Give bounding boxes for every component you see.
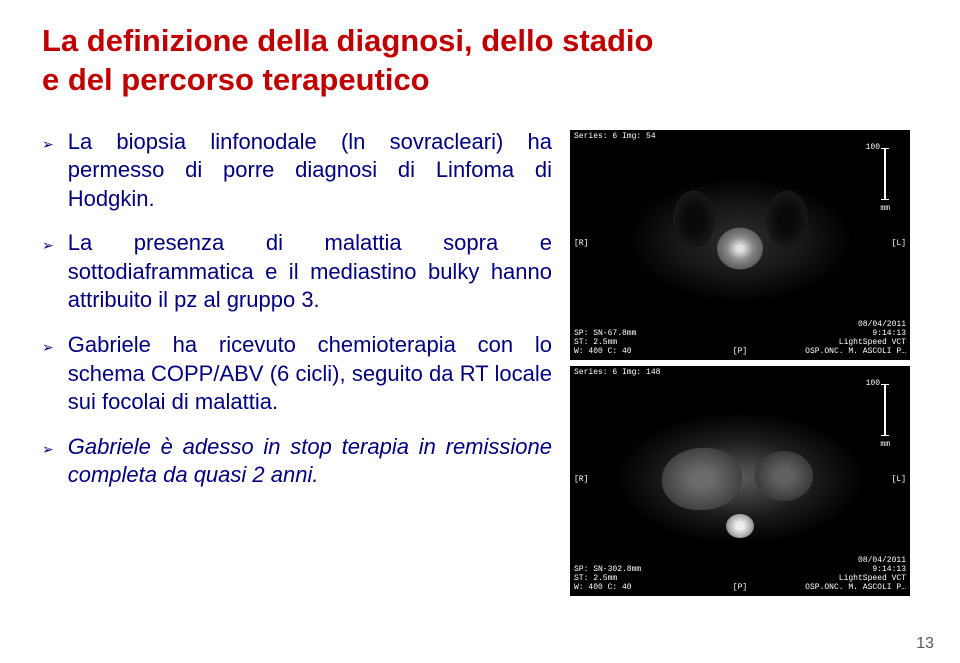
scan-date: 08/04/2011 bbox=[858, 320, 906, 329]
scan-device: LightSpeed VCT bbox=[839, 338, 906, 347]
bullet-item: ➢ La biopsia linfonodale (ln sovracleari… bbox=[42, 128, 552, 214]
scan-st: ST: 2.5mm bbox=[574, 574, 617, 583]
bullet-text: La presenza di malattia sopra e sottodia… bbox=[68, 229, 552, 315]
bullet-list: ➢ La biopsia linfonodale (ln sovracleari… bbox=[42, 128, 552, 644]
bullet-text: Gabriele ha ricevuto chemioterapia con l… bbox=[68, 331, 552, 417]
mediastinum-shape bbox=[717, 227, 763, 269]
scan-marker-p: [P] bbox=[733, 348, 747, 357]
scan-time: 9:14:13 bbox=[872, 329, 906, 338]
scan-ruler-unit: mm bbox=[880, 440, 890, 449]
title-block: La definizione della diagnosi, dello sta… bbox=[42, 22, 930, 100]
spleen-shape bbox=[755, 451, 813, 501]
lung-right-shape bbox=[766, 190, 808, 248]
scan-ruler bbox=[884, 384, 886, 436]
scan-time: 9:14:13 bbox=[872, 565, 906, 574]
chevron-right-icon: ➢ bbox=[42, 441, 54, 458]
scan-info-left: SP: SN-67.8mm ST: 2.5mm W: 400 C: 40 bbox=[574, 330, 636, 356]
ct-scan-thorax: Series: 6 Img: 54 100 mm [R] [L] [P] SP:… bbox=[570, 130, 910, 360]
scan-ruler-unit: mm bbox=[880, 204, 890, 213]
spine-shape bbox=[726, 514, 754, 538]
ct-scan-abdomen: Series: 6 Img: 148 100 mm [R] [L] [P] SP… bbox=[570, 366, 910, 596]
scan-info-left: SP: SN-302.8mm ST: 2.5mm W: 400 C: 40 bbox=[574, 566, 641, 592]
scan-marker-l: [L] bbox=[892, 476, 906, 485]
scan-info-right: 08/04/2011 9:14:13 LightSpeed VCT OSP.ON… bbox=[805, 557, 906, 592]
image-column: Series: 6 Img: 54 100 mm [R] [L] [P] SP:… bbox=[570, 128, 930, 644]
scan-ruler-value: 100 bbox=[866, 379, 880, 388]
bullet-item: ➢ Gabriele è adesso in stop terapia in r… bbox=[42, 433, 552, 490]
chevron-right-icon: ➢ bbox=[42, 237, 54, 254]
scan-wc: W: 400 C: 40 bbox=[574, 347, 632, 356]
bullet-text: Gabriele è adesso in stop terapia in rem… bbox=[68, 433, 552, 490]
scan-ruler bbox=[884, 148, 886, 200]
title-line-1: La definizione della diagnosi, dello sta… bbox=[42, 22, 930, 61]
scan-series-label: Series: 6 Img: 54 bbox=[574, 133, 656, 142]
bullet-text: La biopsia linfonodale (ln sovracleari) … bbox=[68, 128, 552, 214]
scan-date: 08/04/2011 bbox=[858, 556, 906, 565]
scan-body-shape bbox=[615, 162, 865, 317]
scan-ruler-value: 100 bbox=[866, 143, 880, 152]
scan-sp: SP: SN-67.8mm bbox=[574, 329, 636, 338]
scan-info-right: 08/04/2011 9:14:13 LightSpeed VCT OSP.ON… bbox=[805, 321, 906, 356]
scan-device: LightSpeed VCT bbox=[839, 574, 906, 583]
scan-body-shape bbox=[610, 406, 870, 556]
scan-site: OSP.ONC. M. ASCOLI P… bbox=[805, 583, 906, 592]
lung-left-shape bbox=[673, 190, 715, 248]
scan-site: OSP.ONC. M. ASCOLI P… bbox=[805, 347, 906, 356]
scan-series-label: Series: 6 Img: 148 bbox=[574, 369, 660, 378]
scan-marker-r: [R] bbox=[574, 476, 588, 485]
content-row: ➢ La biopsia linfonodale (ln sovracleari… bbox=[42, 128, 930, 644]
bullet-item: ➢ Gabriele ha ricevuto chemioterapia con… bbox=[42, 331, 552, 417]
scan-wc: W: 400 C: 40 bbox=[574, 583, 632, 592]
scan-sp: SP: SN-302.8mm bbox=[574, 565, 641, 574]
scan-marker-p: [P] bbox=[733, 584, 747, 593]
chevron-right-icon: ➢ bbox=[42, 136, 54, 153]
slide-container: La definizione della diagnosi, dello sta… bbox=[0, 0, 960, 663]
scan-marker-l: [L] bbox=[892, 240, 906, 249]
scan-marker-r: [R] bbox=[574, 240, 588, 249]
liver-shape bbox=[662, 448, 742, 510]
bullet-item: ➢ La presenza di malattia sopra e sottod… bbox=[42, 229, 552, 315]
chevron-right-icon: ➢ bbox=[42, 339, 54, 356]
scan-st: ST: 2.5mm bbox=[574, 338, 617, 347]
page-number: 13 bbox=[916, 635, 934, 653]
title-line-2: e del percorso terapeutico bbox=[42, 61, 930, 100]
